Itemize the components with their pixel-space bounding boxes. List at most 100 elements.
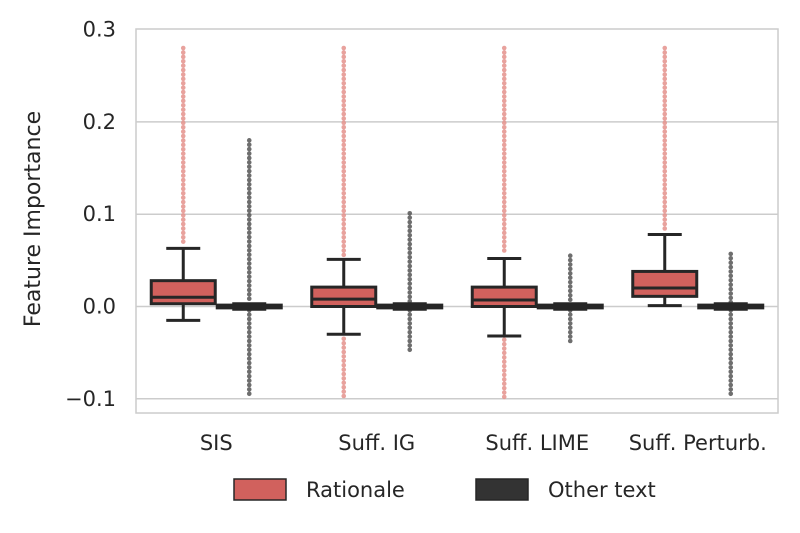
- outlier-point: [728, 378, 734, 383]
- outlier-point: [501, 394, 507, 400]
- outlier-point: [341, 102, 347, 108]
- outlier-point: [180, 102, 186, 108]
- outlier-point: [501, 173, 507, 178]
- outlier-point: [341, 380, 347, 386]
- outlier-point: [662, 168, 668, 174]
- outlier-point: [246, 292, 252, 297]
- outlier-point: [341, 393, 347, 399]
- outlier-point: [662, 120, 668, 126]
- outlier-point: [180, 217, 186, 222]
- outlier-point: [501, 372, 507, 378]
- outlier-point: [246, 343, 252, 348]
- legend-label: Rationale: [306, 478, 405, 502]
- outlier-point: [567, 312, 573, 317]
- outlier-point: [662, 98, 668, 104]
- outlier-point: [728, 334, 734, 339]
- outlier-point: [341, 168, 347, 174]
- outlier-point: [567, 284, 573, 289]
- legend: Rationale Other text: [233, 478, 656, 502]
- outlier-point: [246, 338, 252, 344]
- outlier-point: [501, 133, 507, 139]
- outlier-point: [567, 321, 573, 326]
- outlier-point: [728, 273, 734, 279]
- outlier-point: [246, 283, 252, 288]
- y-axis-label: Feature Importance: [21, 111, 46, 327]
- outlier-point: [501, 182, 507, 187]
- outlier-point: [662, 124, 668, 130]
- outlier-point: [246, 373, 252, 379]
- outlier-point: [341, 234, 347, 240]
- box-group: [536, 253, 604, 344]
- outlier-point: [662, 72, 668, 77]
- outlier-point: [728, 369, 734, 375]
- outlier-point: [501, 116, 507, 121]
- outlier-point: [728, 338, 734, 344]
- outlier-point: [728, 329, 734, 335]
- outlier-point: [246, 230, 252, 236]
- outlier-point: [341, 76, 347, 82]
- outlier-point: [501, 346, 507, 351]
- outlier-point: [662, 102, 668, 108]
- outlier-point: [341, 164, 347, 170]
- outlier-point: [567, 297, 573, 303]
- outlier-point: [501, 160, 507, 165]
- outlier-point: [341, 217, 347, 222]
- outlier-point: [567, 329, 573, 335]
- outlier-point: [728, 312, 734, 317]
- outlier-point: [662, 155, 668, 161]
- outlier-point: [662, 173, 668, 178]
- outlier-point: [341, 142, 347, 148]
- outlier-point: [180, 45, 186, 51]
- outlier-point: [246, 278, 252, 284]
- outlier-point: [407, 241, 413, 247]
- y-tick-label: −0.1: [65, 387, 116, 411]
- outlier-point: [662, 107, 668, 112]
- outlier-point: [180, 142, 186, 148]
- outlier-point: [728, 351, 734, 357]
- outlier-point: [246, 146, 252, 152]
- outlier-point: [341, 384, 347, 390]
- outlier-point: [341, 243, 347, 249]
- outlier-point: [662, 151, 668, 156]
- outlier-point: [246, 312, 252, 317]
- outlier-point: [180, 138, 186, 143]
- outlier-point: [180, 195, 186, 200]
- outlier-point: [180, 208, 186, 214]
- outlier-point: [728, 286, 734, 292]
- outlier-point: [501, 368, 507, 373]
- outlier-point: [728, 391, 734, 397]
- outlier-point: [662, 67, 668, 73]
- outlier-point: [246, 316, 252, 322]
- outlier-point: [246, 182, 252, 187]
- outlier-point: [567, 257, 573, 263]
- outlier-point: [501, 89, 507, 95]
- outlier-point: [246, 151, 252, 156]
- outlier-point: [341, 54, 347, 60]
- outlier-point: [341, 199, 347, 205]
- outlier-point: [501, 230, 507, 236]
- outlier-point: [246, 168, 252, 174]
- outlier-point: [728, 321, 734, 326]
- outlier-point: [501, 355, 507, 360]
- outlier-point: [341, 177, 347, 183]
- outlier-point: [407, 254, 413, 260]
- box-group: [697, 251, 765, 397]
- outlier-point: [180, 230, 186, 236]
- outlier-point: [341, 58, 347, 64]
- outlier-point: [246, 138, 252, 143]
- box-group: [470, 45, 538, 400]
- outlier-point: [567, 293, 573, 298]
- box-group: [310, 45, 378, 399]
- outlier-point: [662, 63, 668, 68]
- outlier-point: [662, 186, 668, 192]
- outlier-point: [246, 177, 252, 183]
- outlier-point: [180, 177, 186, 183]
- outlier-point: [728, 251, 734, 257]
- outlier-point: [728, 282, 734, 287]
- outlier-point: [246, 186, 252, 192]
- outlier-point: [501, 54, 507, 60]
- outlier-point: [662, 45, 668, 51]
- outlier-point: [180, 221, 186, 227]
- outlier-point: [341, 63, 347, 68]
